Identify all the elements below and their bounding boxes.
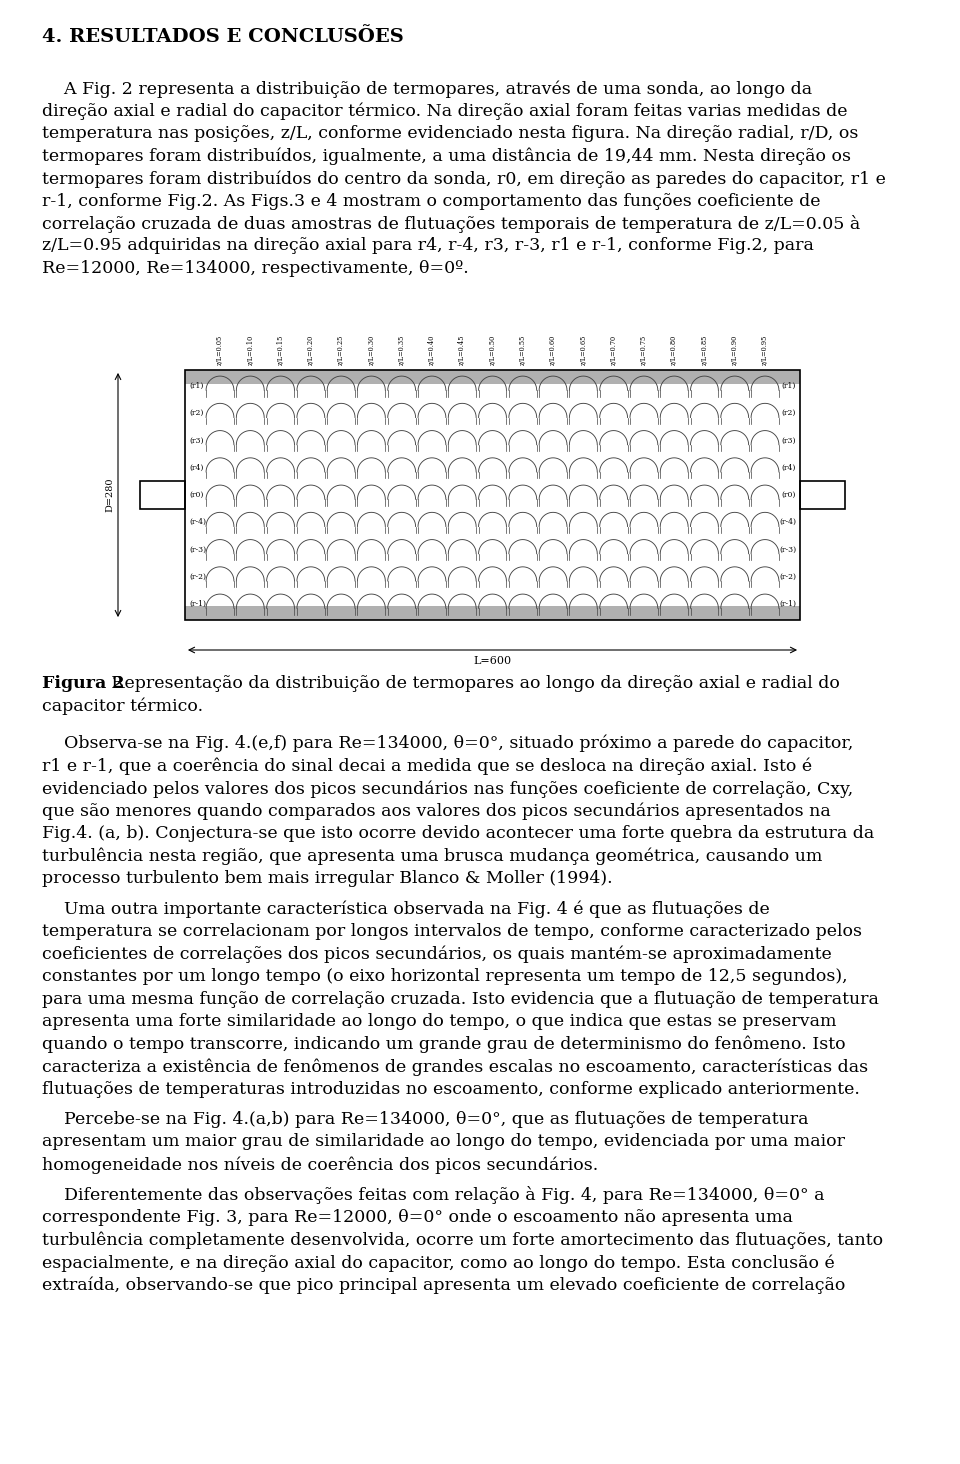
Text: quando o tempo transcorre, indicando um grande grau de determinismo do fenômeno.: quando o tempo transcorre, indicando um …: [42, 1035, 846, 1053]
Text: z/L=0.95 adquiridas na direção axial para r4, r-4, r3, r-3, r1 e r-1, conforme F: z/L=0.95 adquiridas na direção axial par…: [42, 237, 814, 255]
Text: (r-1): (r-1): [189, 600, 206, 608]
Text: (r2): (r2): [781, 410, 796, 417]
Bar: [150, 370, 830, 619]
Text: A Fig. 2 representa a distribuição de termopares, através de uma sonda, ao longo: A Fig. 2 representa a distribuição de te…: [42, 81, 812, 98]
Text: (r1): (r1): [781, 382, 796, 389]
Text: correlação cruzada de duas amostras de flutuações temporais de temperatura de z/: correlação cruzada de duas amostras de f…: [42, 215, 860, 233]
Text: (r4): (r4): [189, 464, 204, 471]
Text: z/L=0.45: z/L=0.45: [458, 334, 467, 365]
Text: flutuações de temperaturas introduzidas no escoamento, conforme explicado anteri: flutuações de temperaturas introduzidas …: [42, 1080, 860, 1098]
Text: (r0): (r0): [781, 490, 796, 499]
Text: z/L=0.95: z/L=0.95: [761, 335, 769, 365]
Text: z/L=0.55: z/L=0.55: [518, 335, 527, 365]
Text: D=280: D=280: [105, 477, 114, 512]
Bar: [185, 606, 800, 619]
Text: (r2): (r2): [189, 410, 204, 417]
Text: turbulência nesta região, que apresenta uma brusca mudança geométrica, causando : turbulência nesta região, que apresenta …: [42, 848, 823, 865]
Text: apresentam um maior grau de similaridade ao longo do tempo, evidenciada por uma : apresentam um maior grau de similaridade…: [42, 1133, 845, 1151]
Text: turbulência completamente desenvolvida, ocorre um forte amortecimento das flutua: turbulência completamente desenvolvida, …: [42, 1231, 883, 1249]
Text: (r-4): (r-4): [189, 518, 206, 526]
Text: (r4): (r4): [781, 464, 796, 471]
Text: caracteriza a existência de fenômenos de grandes escalas no escoamento, caracter: caracteriza a existência de fenômenos de…: [42, 1058, 868, 1076]
Text: Percebe-se na Fig. 4.(a,b) para Re=134000, θ=0°, que as flutuações de temperatur: Percebe-se na Fig. 4.(a,b) para Re=13400…: [42, 1111, 808, 1127]
Text: Re=12000, Re=134000, respectivamente, θ=0º.: Re=12000, Re=134000, respectivamente, θ=…: [42, 261, 468, 277]
Text: z/L=0.20: z/L=0.20: [307, 335, 315, 365]
Text: z/L=0.30: z/L=0.30: [368, 335, 375, 365]
Text: (r1): (r1): [189, 382, 204, 389]
Bar: [800, 482, 845, 509]
Text: (r-3): (r-3): [189, 546, 206, 553]
Text: (r-2): (r-2): [189, 572, 206, 581]
Text: (r3): (r3): [781, 436, 796, 445]
Text: constantes por um longo tempo (o eixo horizontal representa um tempo de 12,5 seg: constantes por um longo tempo (o eixo ho…: [42, 968, 848, 985]
Text: (r3): (r3): [189, 436, 204, 445]
Text: apresenta uma forte similaridade ao longo do tempo, o que indica que estas se pr: apresenta uma forte similaridade ao long…: [42, 1013, 836, 1031]
Text: temperatura nas posições, z/L, conforme evidenciado nesta figura. Na direção rad: temperatura nas posições, z/L, conforme …: [42, 124, 858, 142]
Text: r-1, conforme Fig.2. As Figs.3 e 4 mostram o comportamento das funções coeficien: r-1, conforme Fig.2. As Figs.3 e 4 mostr…: [42, 192, 821, 209]
Text: z/L=0.75: z/L=0.75: [640, 335, 648, 365]
Text: z/L=0.70: z/L=0.70: [610, 335, 617, 365]
Text: (r-1): (r-1): [779, 600, 796, 608]
Text: que são menores quando comparados aos valores dos picos secundários apresentados: que são menores quando comparados aos va…: [42, 802, 830, 820]
Text: Figura 2: Figura 2: [42, 675, 124, 692]
Text: z/L=0.15: z/L=0.15: [276, 335, 284, 365]
Bar: [185, 370, 800, 384]
Text: capacitor térmico.: capacitor térmico.: [42, 697, 204, 714]
Text: evidenciado pelos valores dos picos secundários nas funções coeficiente de corre: evidenciado pelos valores dos picos secu…: [42, 780, 853, 798]
Text: processo turbulento bem mais irregular Blanco & Moller (1994).: processo turbulento bem mais irregular B…: [42, 870, 612, 887]
Text: 4. RESULTADOS E CONCLUSÕES: 4. RESULTADOS E CONCLUSÕES: [42, 28, 404, 45]
Text: temperatura se correlacionam por longos intervalos de tempo, conforme caracteriz: temperatura se correlacionam por longos …: [42, 922, 862, 940]
Text: (r-4): (r-4): [779, 518, 796, 526]
Text: para uma mesma função de correlação cruzada. Isto evidencia que a flutuação de t: para uma mesma função de correlação cruz…: [42, 991, 878, 1007]
Text: z/L=0.10: z/L=0.10: [247, 335, 254, 365]
Text: z/L=0.60: z/L=0.60: [549, 335, 557, 365]
Text: Uma outra importante característica observada na Fig. 4 é que as flutuações de: Uma outra importante característica obse…: [42, 900, 770, 918]
Text: z/L=0.35: z/L=0.35: [397, 335, 406, 365]
Text: z/L=0.40: z/L=0.40: [428, 335, 436, 365]
Text: z/L=0.25: z/L=0.25: [337, 335, 345, 365]
Text: : Representação da distribuição de termopares ao longo da direção axial e radial: : Representação da distribuição de termo…: [100, 675, 840, 692]
Bar: [185, 370, 800, 619]
Text: termopares foram distribuídos, igualmente, a uma distância de 19,44 mm. Nesta di: termopares foram distribuídos, igualment…: [42, 148, 851, 165]
Text: z/L=0.90: z/L=0.90: [731, 335, 739, 365]
Text: z/L=0.80: z/L=0.80: [670, 335, 678, 365]
Text: termopares foram distribuídos do centro da sonda, r0, em direção as paredes do c: termopares foram distribuídos do centro …: [42, 170, 886, 187]
Bar: [140, 482, 185, 509]
Text: z/L=0.05: z/L=0.05: [216, 335, 224, 365]
Text: espacialmente, e na direção axial do capacitor, como ao longo do tempo. Esta con: espacialmente, e na direção axial do cap…: [42, 1255, 835, 1272]
Text: z/L=0.50: z/L=0.50: [489, 335, 496, 365]
Text: (r0): (r0): [189, 490, 204, 499]
Text: coeficientes de correlações dos picos secundários, os quais mantém-se aproximada: coeficientes de correlações dos picos se…: [42, 946, 831, 963]
Text: r1 e r-1, que a coerência do sinal decai a medida que se desloca na direção axia: r1 e r-1, que a coerência do sinal decai…: [42, 757, 812, 774]
Text: Observa-se na Fig. 4.(e,f) para Re=134000, θ=0°, situado próximo a parede do cap: Observa-se na Fig. 4.(e,f) para Re=13400…: [42, 735, 853, 752]
Text: direção axial e radial do capacitor térmico. Na direção axial foram feitas varia: direção axial e radial do capacitor térm…: [42, 102, 848, 120]
Text: (r-2): (r-2): [779, 572, 796, 581]
Text: correspondente Fig. 3, para Re=12000, θ=0° onde o escoamento não apresenta uma: correspondente Fig. 3, para Re=12000, θ=…: [42, 1209, 793, 1225]
Text: (r-3): (r-3): [779, 546, 796, 553]
Text: Fig.4. (a, b). Conjectura-se que isto ocorre devido acontecer uma forte quebra d: Fig.4. (a, b). Conjectura-se que isto oc…: [42, 826, 875, 842]
Text: z/L=0.85: z/L=0.85: [701, 335, 708, 365]
Text: homogeneidade nos níveis de coerência dos picos secundários.: homogeneidade nos níveis de coerência do…: [42, 1157, 598, 1174]
Text: z/L=0.65: z/L=0.65: [579, 335, 588, 365]
Text: L=600: L=600: [473, 656, 512, 666]
Text: extraída, observando-se que pico principal apresenta um elevado coeficiente de c: extraída, observando-se que pico princip…: [42, 1277, 846, 1294]
Text: Diferentemente das observações feitas com relação à Fig. 4, para Re=134000, θ=0°: Diferentemente das observações feitas co…: [42, 1186, 825, 1205]
